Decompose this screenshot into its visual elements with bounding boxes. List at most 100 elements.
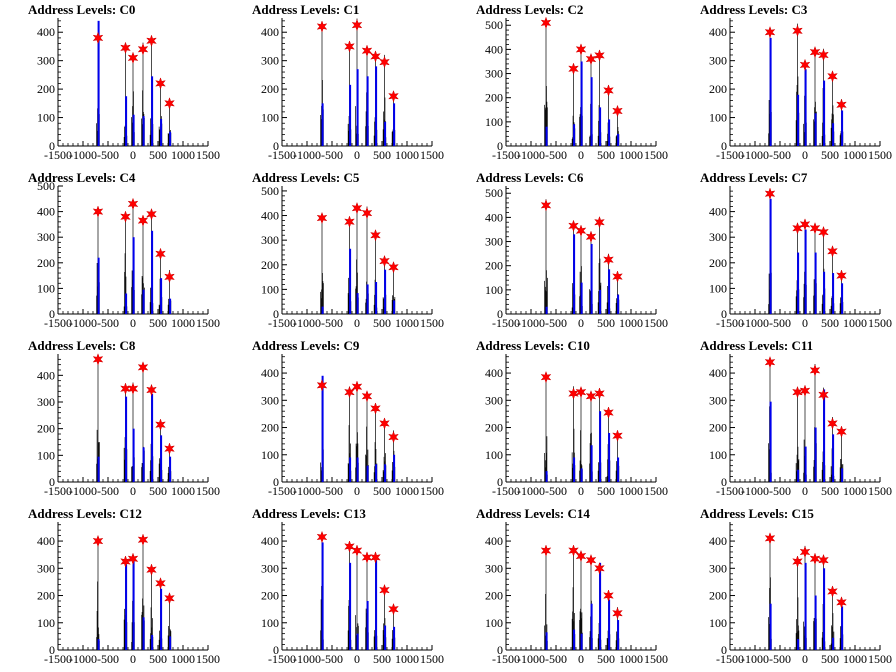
y-tick-label: 100 [37,111,55,125]
histogram-bar [132,560,135,650]
peak-6 [164,442,175,482]
peak-5 [155,247,166,314]
histogram-bar [97,257,100,314]
peak-marker [603,84,614,97]
y-tick-label: 200 [485,421,503,435]
histogram-bar [151,635,154,650]
x-tick-label: 1000 [171,484,195,498]
peak-6 [612,429,623,482]
x-tick-label: -1500 [492,484,520,498]
y-tick-label: 300 [709,561,727,575]
x-tick-label: 1000 [395,484,419,498]
peak-marker [127,51,139,65]
chart-title: Address Levels: C14 [476,506,590,521]
peak-2 [799,384,811,482]
peak-marker [809,552,821,566]
x-tick-label: 1000 [395,148,419,162]
peak-marker [351,201,363,215]
x-tick-label: -500 [97,652,119,666]
x-tick-label: 0 [802,148,808,162]
histogram-bar [590,243,593,314]
y-tick-label: 100 [485,283,503,297]
peak-marker [568,219,579,233]
y-tick-label: 100 [485,115,503,129]
histogram-bar [356,69,359,146]
chart-panel-c5: Address Levels: C50100200300400500-1500-… [252,170,444,330]
histogram-bar [617,620,620,650]
peak-marker [540,544,552,557]
peak-marker [603,253,614,266]
histogram-bar [125,96,128,146]
histogram-bar [823,271,826,314]
peak-1 [792,385,803,482]
histogram-bar [573,234,576,314]
y-tick-label: 200 [37,422,55,436]
x-tick-label: -1500 [44,652,72,666]
histogram-bar [366,600,369,650]
peak-marker [361,206,373,220]
histogram-bar [132,428,135,482]
peak-marker [137,214,149,227]
y-tick-label: 100 [485,448,503,462]
histogram-bar [375,464,378,482]
peak-marker [379,55,390,69]
chart-panel-c9: Address Levels: C9 0 100 200 300 400 -1500-100… [252,338,444,498]
chart-panel-c14: Address Levels: C14 0 100 200 300 400 -1500-10… [476,506,668,666]
y-tick-label: 300 [485,67,503,81]
y-tick-label: 100 [37,616,55,630]
y-tick-label: 300 [709,230,727,244]
peak-marker [120,210,131,223]
y-tick-label: 0 [721,475,727,489]
histogram-bar [321,306,324,314]
histogram-bar [832,123,835,146]
peak-4 [370,50,381,146]
x-tick-label: -1000 [741,652,769,666]
histogram-bar [142,617,145,650]
peak-2 [127,197,139,314]
x-tick-label: -500 [321,148,343,162]
y-tick-label: 200 [485,589,503,603]
peak-4 [146,34,157,146]
peak-0 [92,205,104,314]
histogram-bar [321,375,324,482]
peak-marker [344,215,355,228]
peak-marker [92,353,104,366]
peak-marker [344,540,355,553]
x-tick-label: 1500 [420,148,444,162]
histogram-bar [151,230,154,314]
histogram-bar [832,637,835,650]
x-tick-label: 1000 [171,316,195,330]
peak-marker [370,50,381,63]
peak-1 [568,62,579,146]
chart-title: Address Levels: C11 [700,338,813,353]
peak-0 [764,532,776,650]
x-tick-label: -1000 [293,484,321,498]
y-tick-label: 500 [485,18,503,32]
peak-marker [612,104,623,118]
x-tick-label: -1500 [268,148,296,162]
y-tick-label: 0 [497,307,503,321]
peak-marker [351,18,363,32]
x-tick-label: 500 [597,316,615,330]
x-tick-label: 1000 [619,148,643,162]
peak-marker [818,48,829,62]
peak-marker [344,40,355,53]
histogram-bar [573,457,576,482]
peak-marker [540,199,552,212]
peak-marker [594,387,605,400]
peak-1 [792,23,803,146]
peak-marker [92,534,104,548]
peak-4 [370,228,381,314]
peak-4 [818,553,829,650]
peak-marker [809,45,821,59]
x-tick-label: -500 [545,484,567,498]
x-tick-label: -500 [321,484,343,498]
y-tick-label: 100 [261,448,279,462]
x-tick-label: -1500 [268,652,296,666]
peak-1 [344,540,355,650]
peak-2 [575,43,587,147]
x-tick-label: 1500 [196,148,220,162]
y-tick-label: 400 [261,534,279,548]
y-tick-label: 100 [709,448,727,462]
y-tick-label: 0 [273,307,279,321]
